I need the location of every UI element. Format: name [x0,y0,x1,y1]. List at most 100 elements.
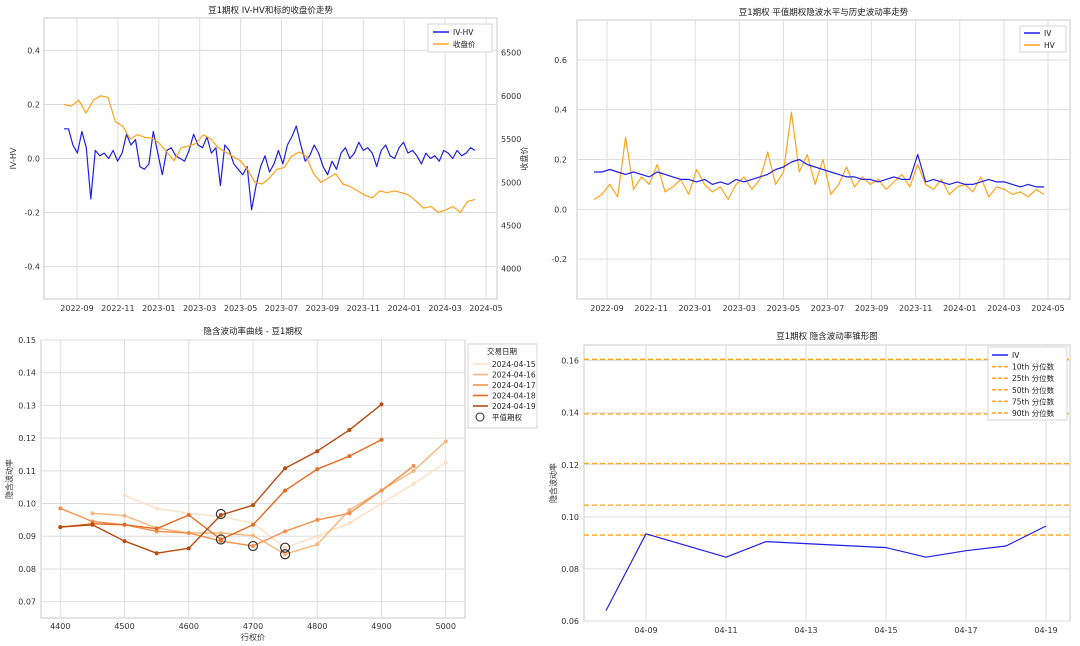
x-tick-label: 04-09 [634,626,657,635]
data-point [251,544,255,549]
y-tick-label: 0.14 [561,409,579,418]
y-tick-label: 0.4 [27,46,40,55]
y2-tick-label: 5000 [501,178,521,187]
x-tick-label: 2023-07 [811,304,844,313]
chart-title: 豆1期权 平值期权隐波水平与历史波动率走势 [739,7,909,18]
data-point [218,530,223,535]
x-tick-label: 5000 [436,622,456,631]
legend-label: 2024-04-18 [492,392,536,401]
y-tick-label: 0.2 [554,156,567,165]
data-point [251,503,255,508]
atm-marker [280,549,291,560]
x-tick-label: 2024-05 [469,304,502,313]
data-point [154,506,159,511]
data-point [379,437,384,442]
y-tick-label: -0.2 [551,255,567,264]
data-point [58,525,63,530]
x-tick-label: 4900 [371,622,391,631]
legend-label: 50th 分位数 [1012,385,1055,395]
data-point [283,488,288,493]
data-point [411,463,416,468]
legend-box [987,346,1068,421]
atm-marker [215,508,226,520]
data-point [411,481,416,486]
series-line-iv [605,525,1047,611]
x-tick-label: 2024-03 [987,304,1020,313]
data-point [186,512,191,517]
legend-label: IV [1044,29,1052,38]
legend-label: IV-HV [453,28,474,37]
x-tick-label: 2023-03 [183,304,216,313]
x-tick-label: 04-11 [714,626,737,635]
data-point [347,427,352,432]
y-tick-label: 0.12 [18,434,36,443]
data-point [347,508,352,513]
legend-label: 平值期权 [492,412,522,422]
y-tick-label: 0.11 [18,467,36,476]
data-point [218,512,223,517]
data-point [186,546,191,551]
data-point [122,493,127,498]
legend-label: 2024-04-19 [492,402,536,411]
y-tick-label: 0.6 [554,56,567,65]
data-point [251,533,255,538]
data-point [379,402,384,407]
x-tick-label: 2023-03 [723,304,756,313]
x-tick-label: 4700 [243,622,263,631]
chart-title: 豆1期权 隐含波动率锥形图 [776,331,878,342]
legend-label: IV [1012,351,1020,360]
x-tick-label: 2022-11 [101,304,134,313]
x-tick-label: 2023-01 [142,304,175,313]
x-tick-label: 04-19 [1034,626,1057,635]
x-tick-label: 2023-05 [767,304,800,313]
series-line-iv-hv [64,125,476,211]
legend-label: 10th 分位数 [1012,362,1055,372]
data-point [283,529,288,534]
legend-label: 90th 分位数 [1012,408,1055,418]
legend-label: 25th 分位数 [1012,373,1055,383]
x-tick-label: 2024-01 [943,304,976,313]
legend-title: 交易日期 [487,346,517,356]
series-line [60,439,382,541]
y-tick-label: 0.16 [561,357,579,366]
data-point [154,526,159,531]
legend-label: 75th 分位数 [1012,396,1055,406]
x-tick-label: 2022-11 [634,304,667,313]
x-tick-label: 2022-09 [60,304,93,313]
x-tick-label: 4800 [307,622,327,631]
data-point [347,454,352,459]
legend-label: 2024-04-15 [492,360,536,369]
data-point [347,521,352,526]
data-point [186,530,191,535]
data-point [122,522,127,527]
legend-label: HV [1044,41,1056,50]
y-tick-label: 0.09 [18,532,36,541]
y-axis-label: 隐含波动率 [4,459,14,499]
legend-label: 2024-04-17 [492,381,536,390]
series-line-close [63,95,476,214]
chart-title: 豆1期权 IV-HV和标的收盘价走势 [208,5,333,16]
legend-label: 收盘价 [453,39,476,49]
x-tick-label: 2023-01 [678,304,711,313]
legend-swatch [475,412,485,422]
x-tick-label: 2024-03 [428,304,461,313]
atm-marker [280,542,291,553]
y-tick-label: 0.07 [18,598,36,607]
x-tick-label: 4400 [50,622,70,631]
data-point [283,466,288,471]
data-point [90,511,95,516]
series-line-iv [594,153,1044,188]
data-point [154,551,159,556]
data-point [443,460,448,465]
y-tick-label: 0.10 [561,513,579,522]
y2-tick-label: 5500 [501,135,521,144]
legend-box [467,343,538,429]
x-tick-label: 2024-05 [1031,304,1064,313]
series-line-hv [593,111,1045,200]
y-tick-label: 0.0 [27,155,40,164]
data-point [315,534,320,539]
y-tick-label: 0.14 [18,369,36,378]
legend-label: 2024-04-16 [492,371,536,380]
data-point [315,542,320,547]
